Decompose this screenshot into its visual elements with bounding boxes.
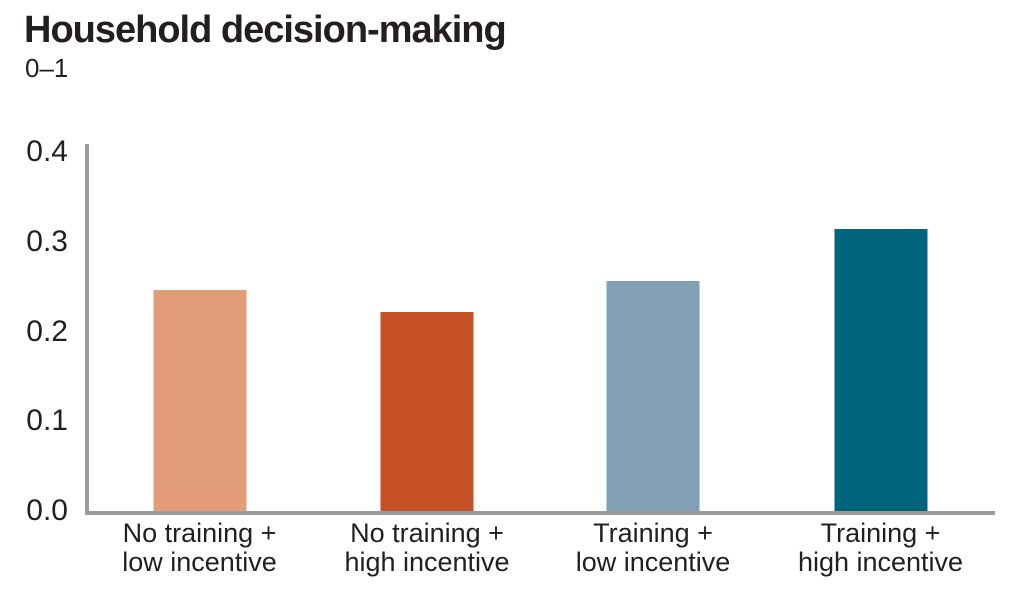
bar-group: No training + low incentive [80,0,320,614]
bar [380,312,474,511]
x-axis-line [85,511,995,515]
bar [153,290,246,511]
y-axis-line [85,144,89,515]
y-tick-label: 0.2 [26,315,68,348]
y-tick-label: 0.1 [26,404,68,437]
bar [834,229,927,511]
bar-group: No training + high incentive [307,0,547,614]
bar-group: Training + low incentive [533,0,773,614]
x-category-label: Training + high incentive [797,518,964,577]
chart-title: Household decision-making [24,9,507,51]
x-category-label: No training + low incentive [122,518,277,577]
chart-unit-label: 0–1 [25,53,69,83]
y-tick-label: 0.3 [26,225,68,258]
x-category-label: No training + high incentive [344,518,510,577]
bar [606,281,700,511]
bar-group: Training + high incentive [761,0,1001,614]
y-tick-label: 0.0 [26,494,68,527]
x-category-label: Training + low incentive [575,518,731,577]
y-tick-label: 0.4 [26,135,68,168]
